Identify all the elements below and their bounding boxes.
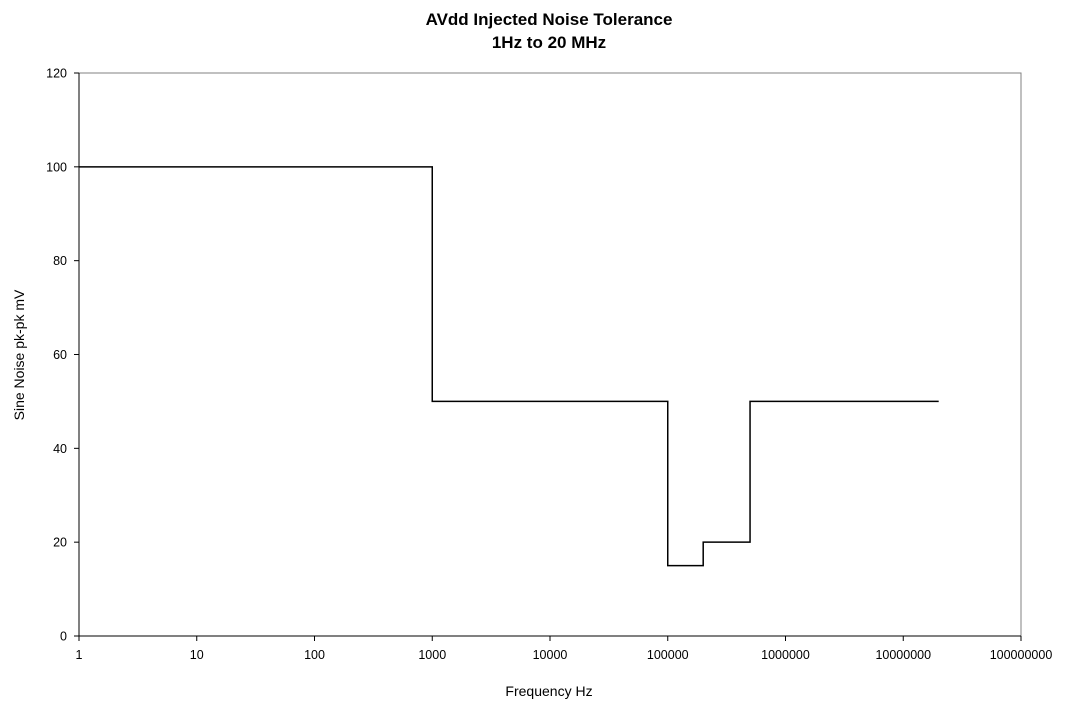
y-tick-label: 40 (53, 442, 67, 456)
x-tick-label: 1000000 (761, 648, 810, 662)
y-ticks: 0 20 40 60 80 100 120 (46, 67, 79, 644)
x-axis-label: Frequency Hz (505, 683, 592, 699)
y-tick-label: 120 (46, 67, 67, 81)
y-tick-label: 100 (46, 160, 67, 174)
x-tick-label: 100000000 (990, 648, 1053, 662)
y-tick-label: 60 (53, 348, 67, 362)
x-tick-label: 1 (76, 648, 83, 662)
chart-title: AVdd Injected Noise Tolerance (426, 10, 673, 29)
x-ticks: 1 10 100 1000 10000 100000 1000000 10000000 1000… (76, 636, 1053, 662)
x-tick-label: 10000 (533, 648, 568, 662)
x-tick-label: 1000 (418, 648, 446, 662)
x-tick-label: 100 (304, 648, 325, 662)
plot-frame (78, 72, 1022, 637)
y-axis-label: Sine Noise pk-pk mV (11, 289, 27, 420)
y-tick-label: 20 (53, 536, 67, 550)
x-tick-label: 100000 (647, 648, 689, 662)
x-tick-label: 10 (190, 648, 204, 662)
y-tick-label: 80 (53, 254, 67, 268)
series-layer (79, 166, 939, 567)
x-tick-label: 10000000 (875, 648, 931, 662)
chart-subtitle: 1Hz to 20 MHz (492, 33, 606, 52)
y-tick-label: 0 (60, 630, 67, 644)
series-line (79, 166, 939, 567)
